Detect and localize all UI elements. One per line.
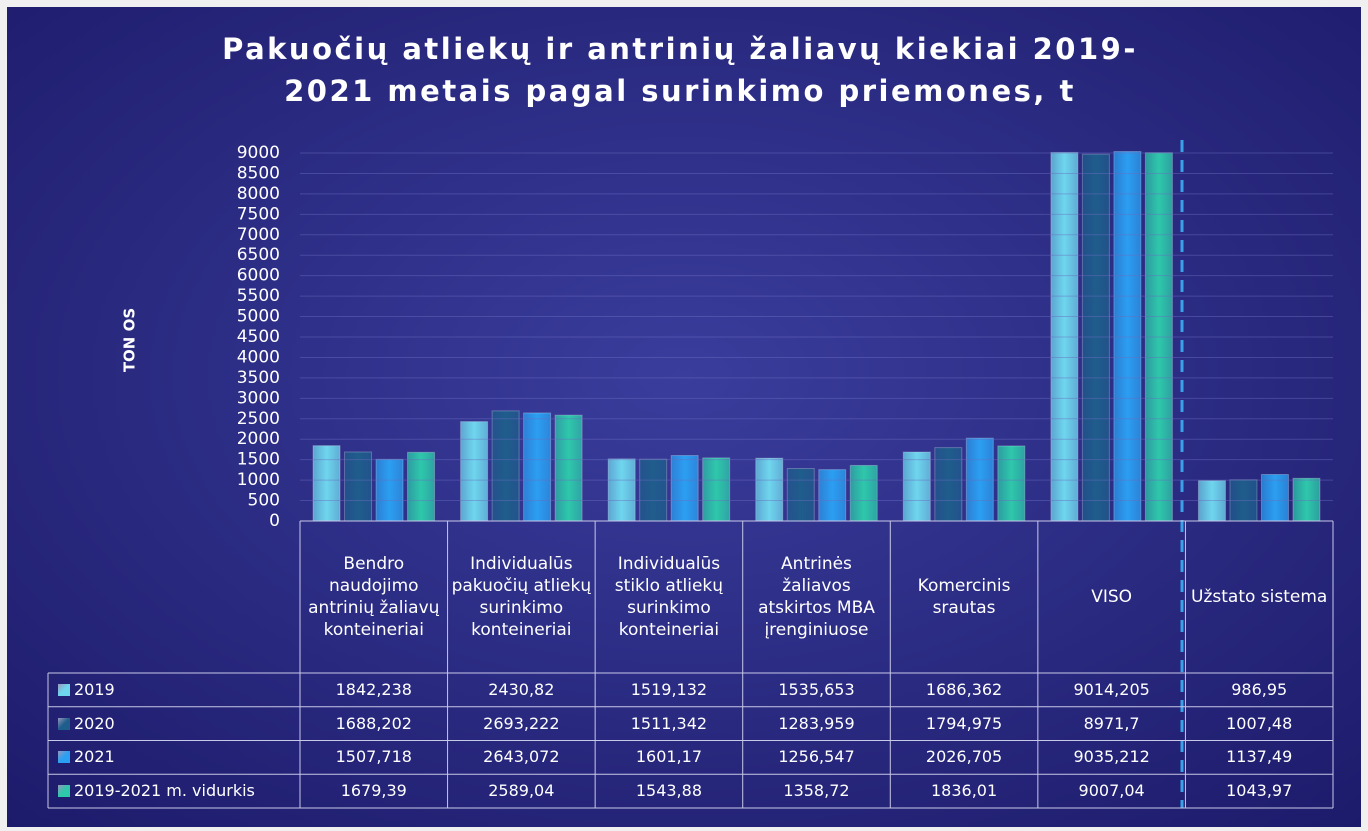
y-tick-label: 1000 (237, 470, 280, 490)
table-value: 1601,17 (635, 747, 702, 767)
bar (702, 457, 731, 522)
bar (1197, 480, 1226, 522)
y-tick-label: 1500 (237, 450, 280, 470)
category-label: Antrinės žaliavos atskirtos MBA įrengini… (758, 554, 875, 640)
legend-label: 2019 (74, 679, 115, 699)
table-value: 1543,88 (635, 781, 702, 801)
bar (460, 421, 489, 522)
category-label: Individualūs stiklo atliekų surinkimo ko… (614, 554, 724, 640)
table-value: 1283,959 (778, 713, 855, 733)
bar (407, 451, 436, 522)
table-value: 1836,01 (930, 781, 998, 801)
table-value: 9007,04 (1078, 781, 1145, 801)
y-tick-label: 6000 (237, 266, 280, 286)
table-value: 9035,212 (1073, 747, 1150, 767)
bar (902, 451, 931, 522)
bar (786, 468, 815, 522)
bar (670, 455, 699, 522)
bar (607, 458, 636, 522)
y-tick-label: 8000 (237, 184, 280, 204)
y-tick-label: 500 (248, 491, 280, 511)
bar (849, 464, 878, 522)
y-tick-label: 3000 (237, 388, 280, 408)
y-tick-label: 3500 (237, 368, 280, 388)
y-tick-label: 4000 (237, 347, 280, 367)
table-value: 1007,48 (1226, 713, 1293, 733)
bar (1260, 473, 1289, 522)
category-label: Bendro naudojimo antrinių žaliavų kontei… (308, 554, 440, 640)
y-tick-label: 5500 (237, 286, 280, 306)
bar (1050, 151, 1079, 522)
chart-title: Pakuočių atliekų ir antrinių žaliavų kie… (222, 32, 1138, 108)
legend-key (58, 717, 70, 730)
table-value: 1043,97 (1226, 781, 1293, 801)
legend-entry: 2019-2021 m. vidurkis (48, 774, 300, 808)
table-value: 2430,82 (488, 679, 555, 699)
y-tick-label: 7500 (237, 204, 280, 224)
y-tick-label: 7000 (237, 225, 280, 245)
table-value: 1519,132 (630, 679, 708, 699)
legend-key (58, 785, 70, 798)
bar (997, 445, 1026, 522)
y-tick-label: 8500 (237, 163, 280, 183)
table-value: 1688,202 (335, 713, 412, 733)
bar (934, 447, 963, 522)
bar (639, 458, 668, 522)
legend-label: 2020 (74, 713, 115, 733)
bar (312, 445, 341, 522)
y-tick-label: 9000 (237, 143, 280, 163)
table-value: 2693,222 (483, 713, 560, 733)
category-label: VISO (1091, 587, 1133, 607)
table-value: 8971,7 (1083, 713, 1140, 733)
table-value: 1256,547 (778, 747, 855, 767)
table-value: 1137,49 (1226, 747, 1293, 767)
table-value: 1794,975 (925, 713, 1003, 733)
bar (1292, 477, 1321, 522)
bar (1113, 151, 1142, 522)
plot-area (312, 151, 1321, 522)
legend-label: 2019-2021 m. vidurkis (74, 781, 255, 801)
table-value: 2026,705 (925, 747, 1003, 767)
table-value: 986,95 (1231, 679, 1288, 699)
table-value: 1679,39 (340, 781, 407, 801)
bar (344, 451, 373, 522)
legend-label: 2021 (74, 747, 115, 767)
y-tick-label: 4500 (237, 327, 280, 347)
bar (491, 410, 520, 522)
y-tick-label: 5000 (237, 307, 280, 327)
y-tick-label: 0 (269, 511, 280, 531)
legend-key (58, 683, 70, 696)
bar (965, 437, 994, 522)
y-tick-label: 6500 (237, 245, 280, 265)
bar (755, 457, 784, 522)
table-value: 1686,362 (925, 679, 1003, 699)
table-value: 1535,653 (778, 679, 855, 699)
legend-key (58, 751, 70, 764)
table-value: 1511,342 (630, 713, 708, 733)
y-tick-label: 2500 (237, 409, 280, 429)
category-label: Individualūs pakuočių atliekų surinkimo … (451, 554, 592, 640)
category-label: Užstato sistema (1191, 587, 1328, 607)
legend-entry: 2019 (48, 673, 300, 707)
bar (818, 469, 847, 522)
table-value: 1358,72 (783, 781, 850, 801)
bar (554, 414, 583, 522)
y-tick-label: 2000 (237, 429, 280, 449)
legend-entry: 2020 (48, 707, 300, 741)
bar (523, 412, 552, 522)
bar (1081, 153, 1110, 522)
table-value: 1842,238 (335, 679, 412, 699)
table-value: 2589,04 (488, 781, 555, 801)
bar (375, 458, 404, 522)
legend-entry: 2021 (48, 741, 300, 775)
category-label: Komercinis srautas (917, 576, 1011, 618)
table-value: 1507,718 (335, 747, 412, 767)
y-axis-title: TON OS (121, 308, 139, 372)
table-value: 2643,072 (483, 747, 560, 767)
table-value: 9014,205 (1073, 679, 1150, 699)
bar (1144, 152, 1173, 522)
